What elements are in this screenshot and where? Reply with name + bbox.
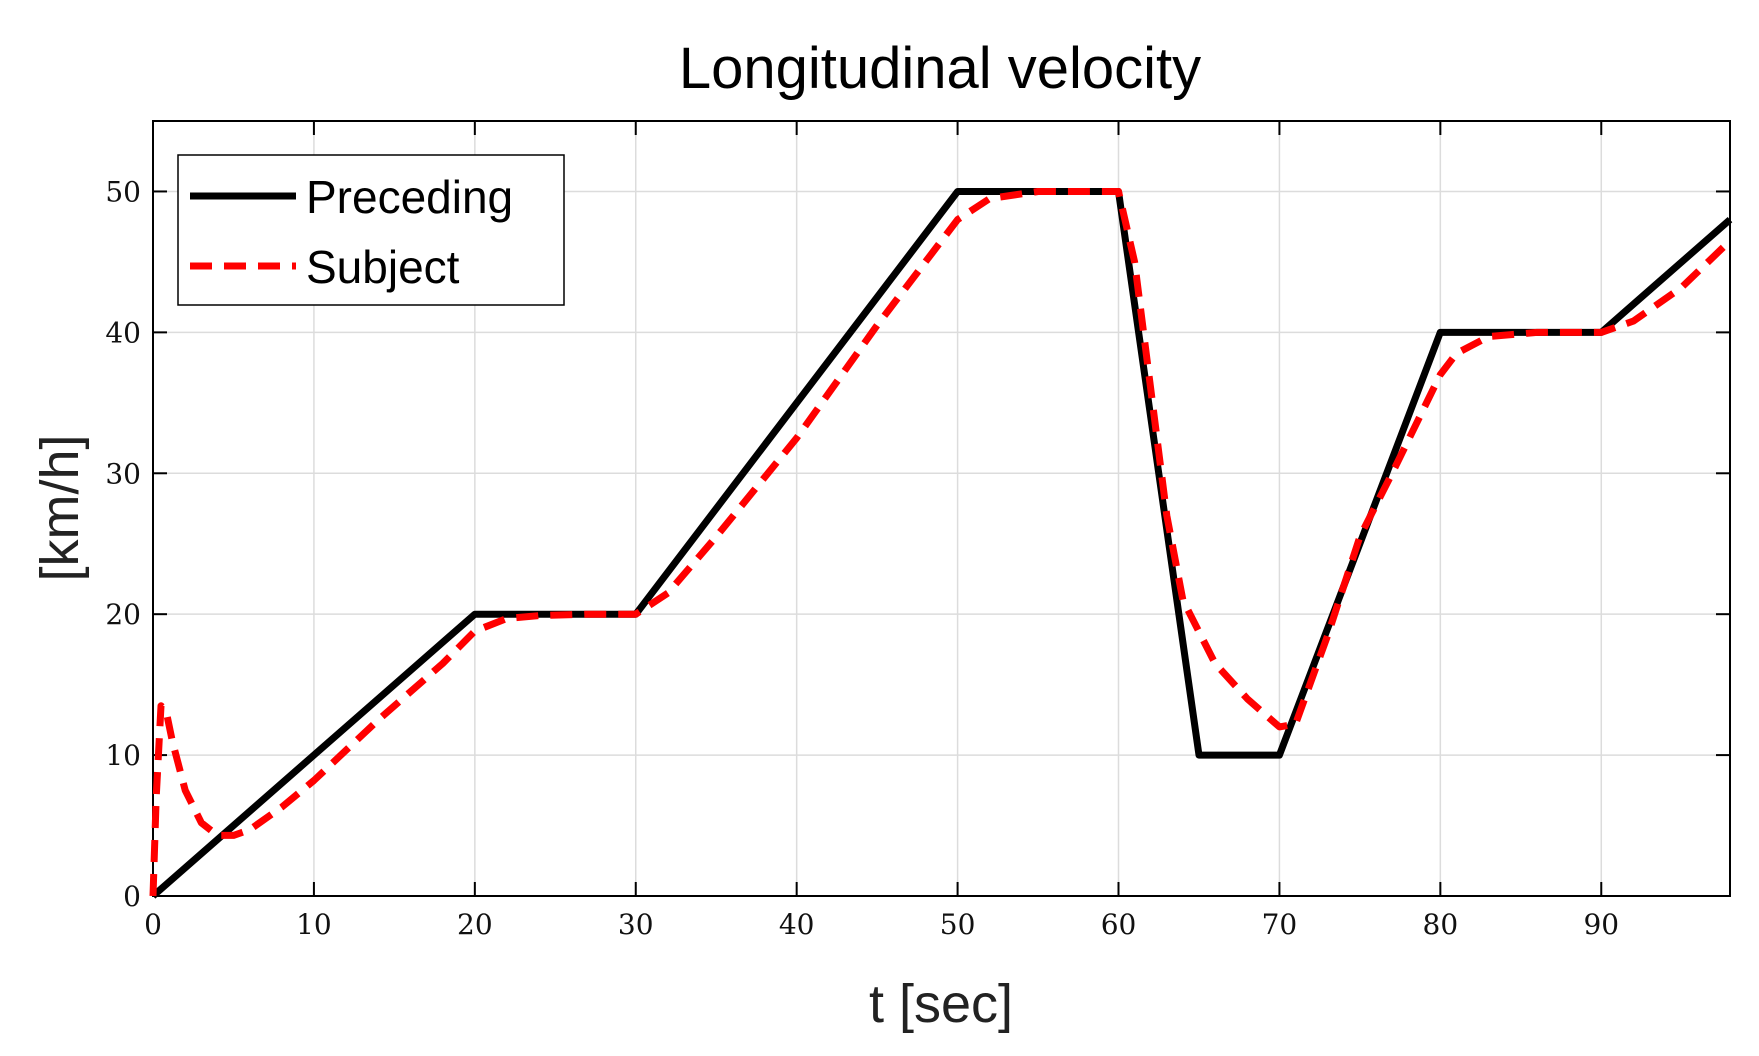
legend-box (177, 154, 565, 306)
y-tick-label: 30 (105, 457, 141, 490)
x-tick-label: 80 (1423, 908, 1459, 941)
series-line-subject (149, 188, 1733, 897)
plot-frame (152, 120, 1731, 897)
legend: Preceding Subject (177, 154, 565, 306)
y-tick-label: 10 (105, 739, 141, 772)
y-tick-label: 50 (105, 175, 141, 208)
x-tick-label: 20 (457, 908, 493, 941)
x-tick-label: 40 (779, 908, 815, 941)
chart-title: Longitudinal velocity (679, 36, 1201, 101)
y-tick-label: 0 (123, 880, 141, 913)
legend-label-subject: Subject (306, 241, 460, 293)
x-tick-label: 50 (940, 908, 976, 941)
x-tick-label: 70 (1262, 908, 1298, 941)
axis-ticks: 0 10 20 30 40 50 60 70 80 90 0 10 20 30 40 50 (105, 121, 1730, 941)
x-axis-label: t [sec] (869, 974, 1013, 1034)
x-tick-label: 30 (618, 908, 654, 941)
y-tick-label: 40 (105, 316, 141, 349)
y-axis-label: [km/h] (30, 434, 90, 581)
x-tick-label: 10 (296, 908, 332, 941)
y-tick-label: 20 (105, 598, 141, 631)
x-tick-label: 60 (1101, 908, 1137, 941)
x-tick-label: 0 (144, 908, 162, 941)
legend-label-preceding: Preceding (306, 171, 513, 223)
series-layer (149, 188, 1733, 899)
x-tick-label: 90 (1583, 908, 1619, 941)
